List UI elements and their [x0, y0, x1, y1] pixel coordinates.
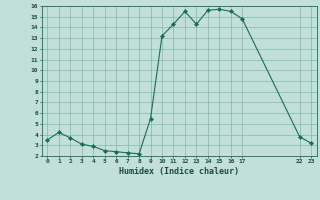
X-axis label: Humidex (Indice chaleur): Humidex (Indice chaleur) — [119, 167, 239, 176]
